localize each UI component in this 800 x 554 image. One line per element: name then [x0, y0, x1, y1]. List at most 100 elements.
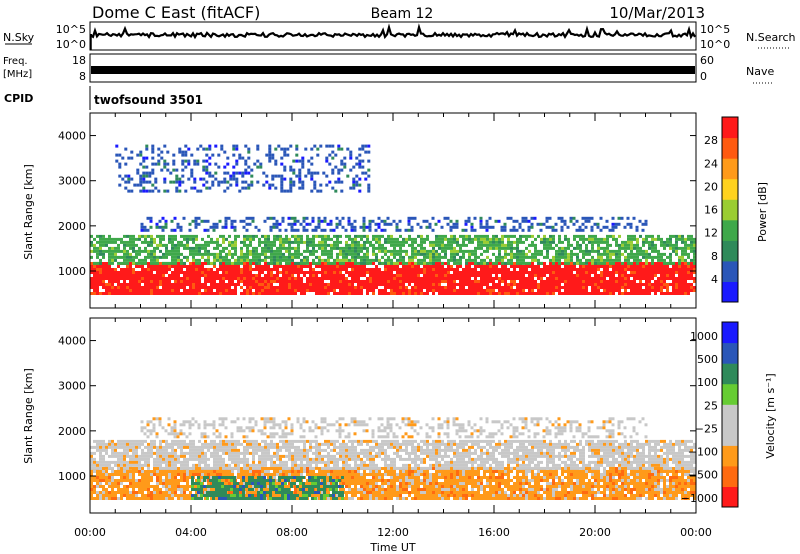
heatmap-cell	[202, 159, 206, 163]
heatmap-cell	[249, 271, 252, 274]
heatmap-cell	[126, 268, 129, 271]
heatmap-cell	[111, 488, 114, 491]
heatmap-cell	[361, 159, 365, 163]
heatmap-cell	[108, 479, 111, 482]
heatmap-cell	[546, 249, 549, 253]
heatmap-cell	[338, 222, 342, 226]
heatmap-cell	[576, 271, 579, 274]
heatmap-cell	[267, 470, 270, 473]
heatmap-cell	[303, 283, 306, 286]
heatmap-cell	[231, 271, 234, 274]
heatmap-cell	[444, 262, 447, 265]
heatmap-cell	[645, 289, 648, 292]
heatmap-cell	[153, 494, 156, 497]
heatmap-cell	[240, 491, 243, 494]
heatmap-cell	[363, 274, 366, 277]
heatmap-cell	[108, 237, 111, 241]
heatmap-cell	[621, 277, 624, 280]
heatmap-cell	[155, 222, 159, 226]
heatmap-cell	[558, 258, 561, 262]
heatmap-cell	[90, 497, 93, 500]
heatmap-cell	[165, 482, 168, 485]
heatmap-cell	[133, 183, 137, 187]
heatmap-cell	[396, 243, 399, 247]
heatmap-cell	[492, 246, 495, 250]
heatmap-cell	[471, 271, 474, 274]
heatmap-cell	[327, 249, 330, 253]
heatmap-cell	[184, 153, 188, 157]
heatmap-cell	[186, 494, 189, 497]
heatmap-cell	[294, 488, 297, 491]
heatmap-cell	[429, 243, 432, 247]
heatmap-cell	[609, 255, 612, 259]
heatmap-cell	[285, 234, 288, 238]
heatmap-cell	[513, 246, 516, 250]
heatmap-cell	[273, 237, 276, 241]
heatmap-cell	[396, 240, 399, 244]
heatmap-cell	[129, 234, 132, 238]
heatmap-cell	[252, 280, 255, 283]
heatmap-cell	[684, 262, 687, 265]
heatmap-cell	[111, 246, 114, 250]
heatmap-cell	[275, 225, 279, 229]
heatmap-cell	[572, 216, 576, 220]
heatmap-cell	[453, 234, 456, 238]
heatmap-cell	[512, 219, 516, 223]
heatmap-cell	[246, 470, 249, 473]
heatmap-cell	[202, 165, 206, 169]
heatmap-cell	[522, 234, 525, 238]
heatmap-cell	[195, 289, 198, 292]
heatmap-cell	[298, 171, 302, 175]
heatmap-cell	[411, 252, 414, 256]
heatmap-cell	[99, 237, 102, 241]
heatmap-cell	[591, 234, 594, 238]
heatmap-cell	[150, 280, 153, 283]
heatmap-cell	[468, 271, 471, 274]
heatmap-cell	[111, 280, 114, 283]
heatmap-cell	[393, 280, 396, 283]
heatmap-cell	[199, 144, 203, 148]
heatmap-cell	[480, 252, 483, 256]
heatmap-cell	[438, 271, 441, 274]
heatmap-cell	[552, 240, 555, 244]
heatmap-cell	[127, 174, 131, 178]
heatmap-cell	[180, 258, 183, 262]
heatmap-cell	[471, 286, 474, 289]
heatmap-cell	[435, 265, 438, 268]
heatmap-cell	[189, 485, 192, 488]
heatmap-cell	[120, 292, 123, 295]
heatmap-cell	[567, 280, 570, 283]
heatmap-cell	[186, 268, 189, 271]
heatmap-cell	[252, 292, 255, 295]
heatmap-cell	[545, 225, 549, 229]
heatmap-cell	[165, 292, 168, 295]
heatmap-cell	[297, 286, 300, 289]
heatmap-cell	[525, 261, 528, 265]
heatmap-cell	[396, 280, 399, 283]
heatmap-cell	[331, 168, 335, 172]
heatmap-cell	[186, 243, 189, 247]
heatmap-cell	[581, 216, 585, 220]
heatmap-cell	[486, 277, 489, 280]
heatmap-cell	[147, 497, 150, 500]
heatmap-cell	[150, 243, 153, 247]
heatmap-cell	[117, 470, 120, 473]
heatmap-cell	[337, 144, 341, 148]
heatmap-cell	[204, 286, 207, 289]
heatmap-cell	[450, 234, 453, 238]
heatmap-cell	[383, 228, 387, 232]
heatmap-cell	[675, 243, 678, 247]
heatmap-cell	[426, 271, 429, 274]
heatmap-cell	[124, 147, 128, 151]
heatmap-cell	[144, 271, 147, 274]
heatmap-cell	[378, 234, 381, 238]
heatmap-cell	[521, 216, 525, 220]
heatmap-cell	[292, 180, 296, 184]
heatmap-cell	[114, 252, 117, 256]
heatmap-cell	[360, 274, 363, 277]
heatmap-cell	[441, 271, 444, 274]
heatmap-cell	[153, 283, 156, 286]
heatmap-cell	[605, 219, 609, 223]
heatmap-cell	[204, 292, 207, 295]
heatmap-cell	[358, 147, 362, 151]
